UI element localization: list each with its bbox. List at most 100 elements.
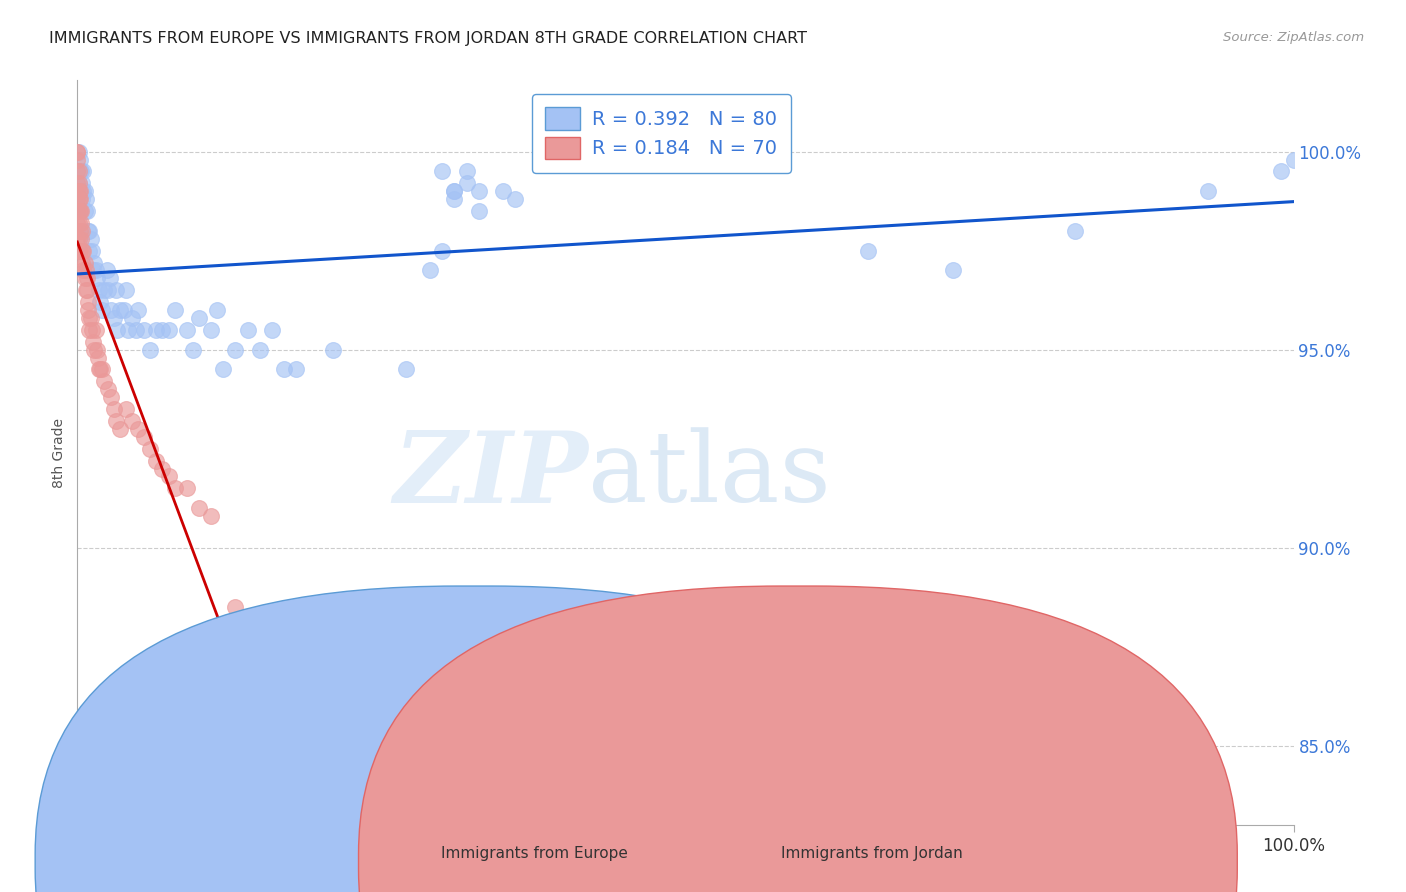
Point [73,184,96,198]
Point [87,351,110,365]
Point [79,224,101,238]
Point [80,310,103,325]
Point [188,310,211,325]
Point [188,501,211,516]
Point [200,323,222,337]
Point [125,323,148,337]
Point [181,343,204,357]
Point [121,310,143,325]
Point [80,244,103,258]
Point [70,216,93,230]
Point [66,192,89,206]
Point [66,184,89,198]
Point [942,263,965,277]
Point [456,164,478,178]
Point [66,164,89,178]
Point [79,323,101,337]
Point [75,283,97,297]
Point [212,362,235,376]
Point [70,224,93,238]
Point [205,303,228,318]
Point [100,390,122,404]
Point [69,244,91,258]
Text: Source: ZipAtlas.com: Source: ZipAtlas.com [1223,31,1364,45]
Point [66,216,89,230]
Point [443,184,465,198]
Text: ZIP: ZIP [394,426,588,524]
Point [443,184,465,198]
Point [467,184,489,198]
Point [66,145,89,159]
Point [67,216,90,230]
Point [139,343,162,357]
Text: atlas: atlas [588,427,831,523]
Point [503,192,526,206]
Point [77,224,100,238]
Point [100,303,122,318]
Point [82,263,104,277]
Point [139,442,162,456]
Point [152,461,174,475]
Point [73,255,96,269]
Point [84,323,107,337]
Point [90,362,112,376]
Point [90,303,112,318]
Point [112,303,135,318]
Point [67,244,90,258]
Point [176,323,198,337]
Point [69,192,91,206]
Point [67,176,90,190]
Point [72,184,94,198]
Point [163,303,186,318]
Point [98,271,121,285]
Point [134,430,156,444]
Point [69,184,91,198]
Legend: R = 0.392   N = 80, R = 0.184   N = 70: R = 0.392 N = 80, R = 0.184 N = 70 [531,94,790,173]
Point [66,204,89,219]
Point [70,164,93,178]
Point [200,509,222,524]
Point [67,145,90,159]
Point [430,244,453,258]
Point [163,481,186,495]
Point [127,303,149,318]
Point [86,271,108,285]
Point [86,343,108,357]
Point [73,271,96,285]
Point [70,204,93,219]
Point [157,469,180,483]
Point [76,204,98,219]
Point [70,232,93,246]
Point [89,362,111,376]
Point [67,204,90,219]
Point [70,184,93,198]
Point [443,192,465,206]
Point [127,422,149,436]
Point [66,232,89,246]
Point [67,184,90,198]
Point [115,283,138,297]
Point [79,244,101,258]
Point [1197,184,1219,198]
Point [66,153,89,167]
Point [467,204,489,219]
Point [70,176,93,190]
Point [93,375,115,389]
Point [83,343,105,357]
Point [395,362,418,376]
Point [69,153,91,167]
Point [72,244,94,258]
Point [430,164,453,178]
Point [322,343,344,357]
Point [83,255,105,269]
Point [260,323,283,337]
Point [96,263,118,277]
Point [69,224,91,238]
Text: Immigrants from Jordan: Immigrants from Jordan [780,846,963,861]
Point [103,310,125,325]
Point [67,184,90,198]
Point [157,323,180,337]
Point [89,295,111,310]
Point [456,176,478,190]
Point [419,263,441,277]
